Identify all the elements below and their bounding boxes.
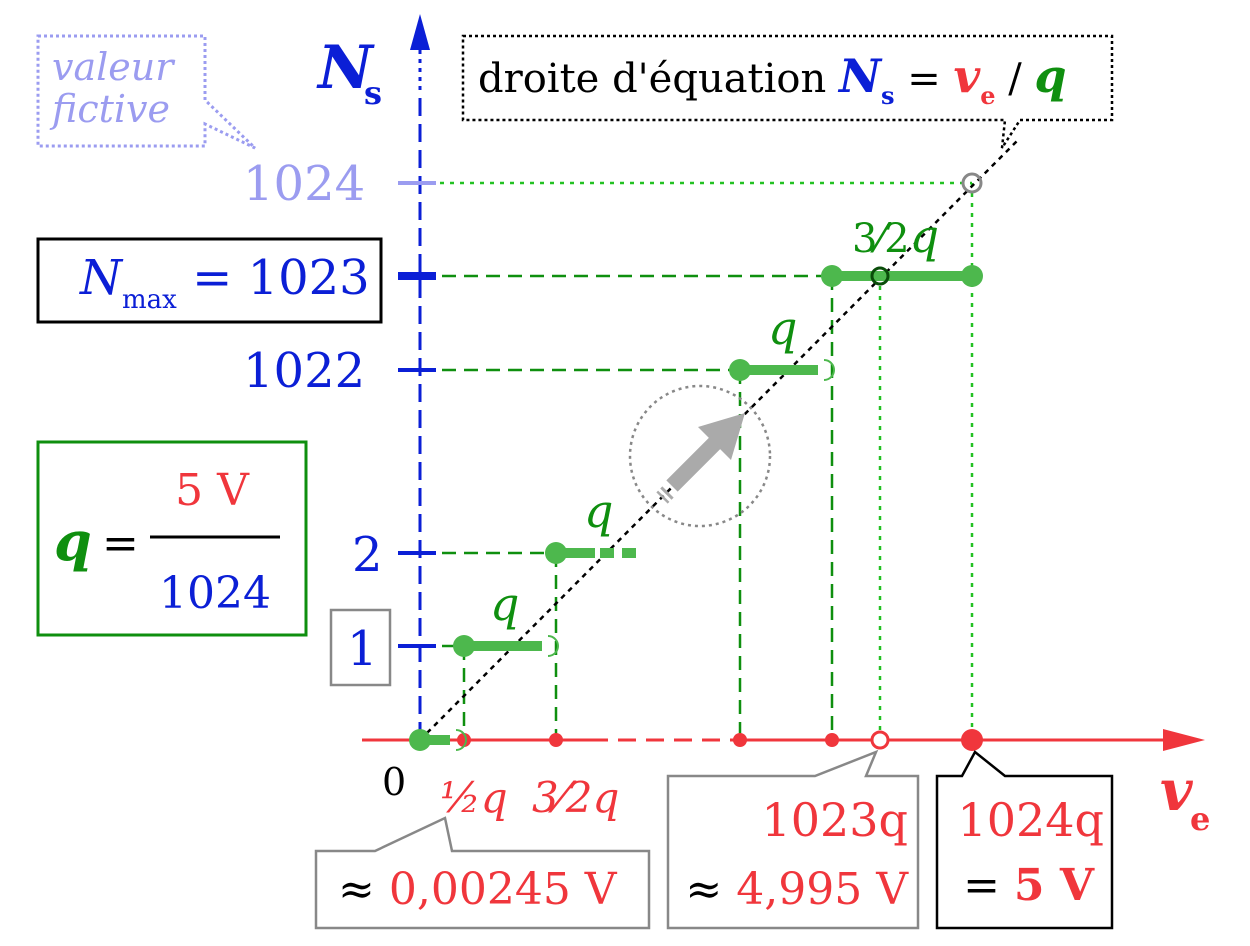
step-0 <box>409 729 467 751</box>
callout-half-q: ≈ 0,00245 V <box>314 816 651 930</box>
callout-1023q: 1023q ≈ 4,995 V <box>666 749 920 930</box>
callout-1023q-line1: 1023q <box>761 793 908 847</box>
x-axis-arrowhead <box>1163 729 1205 751</box>
origin-label: 0 <box>382 760 406 804</box>
y-label-1024: 1024 <box>243 156 365 212</box>
q-box-denominator: 1024 <box>159 568 271 619</box>
callout-1023q-line2: ≈ 4,995 V <box>685 864 909 915</box>
x-label-half-q: ½q <box>440 773 508 822</box>
x-label-three-half-q: 3⁄2q <box>532 773 619 822</box>
callout-1024q: 1024q = 5 V <box>935 750 1114 930</box>
step-1 <box>453 635 559 657</box>
x-axis-subscript: e <box>1190 800 1210 838</box>
q-definition-box: q = 5 V 1024 <box>36 440 308 637</box>
y-label-2: 2 <box>352 527 383 583</box>
callout-1024q-line1: 1024q <box>957 793 1104 847</box>
fictive-note-line2: fictive <box>49 87 170 131</box>
ideal-point-1024 <box>961 172 983 194</box>
y-label-1-box <box>329 608 392 687</box>
step-label-2: q <box>584 484 613 538</box>
step-1023 <box>821 265 983 287</box>
continuation-arrow <box>628 384 772 528</box>
y-label-1022: 1022 <box>243 343 365 399</box>
equation-text: droite d'équation Ns = ve / q <box>478 49 1067 110</box>
nmax-text: Nmax = 1023 <box>79 250 370 315</box>
step-label-1: q <box>490 577 519 631</box>
x-point-1024q <box>961 729 983 751</box>
step-label-1022: q <box>768 301 797 355</box>
y-axis-symbol: N <box>316 33 375 103</box>
quantization-steps <box>409 265 983 751</box>
y-label-1: 1 <box>347 621 378 677</box>
callout-half-q-text: ≈ 0,00245 V <box>338 864 618 915</box>
step-2 <box>545 542 640 564</box>
x-point-1022-5q <box>825 733 839 747</box>
x-axis <box>362 729 1205 751</box>
x-point-1021-5q <box>733 733 747 747</box>
y-axis <box>398 14 436 740</box>
q-box-equals: = <box>102 518 139 569</box>
x-point-half-q <box>457 733 471 747</box>
callout-1024q-line2: = 5 V <box>963 860 1095 911</box>
step-label-1023: 3⁄2q <box>852 209 939 263</box>
y-axis-subscript: s <box>364 74 382 112</box>
x-point-three-half-q <box>549 733 563 747</box>
fictive-note: valeur fictive <box>36 34 257 150</box>
step-1022 <box>729 359 835 381</box>
x-axis-symbol: v <box>1160 758 1194 824</box>
q-box-numerator: 5 V <box>175 465 250 516</box>
x-point-1023q <box>870 730 890 750</box>
nmax-box: Nmax = 1023 <box>36 237 383 324</box>
equation-box: droite d'équation Ns = ve / q <box>461 34 1114 149</box>
ideal-point-1023 <box>870 266 890 286</box>
fictive-note-line1: valeur <box>52 45 176 89</box>
y-axis-arrowhead <box>410 14 430 50</box>
q-box-symbol: q <box>54 509 92 573</box>
